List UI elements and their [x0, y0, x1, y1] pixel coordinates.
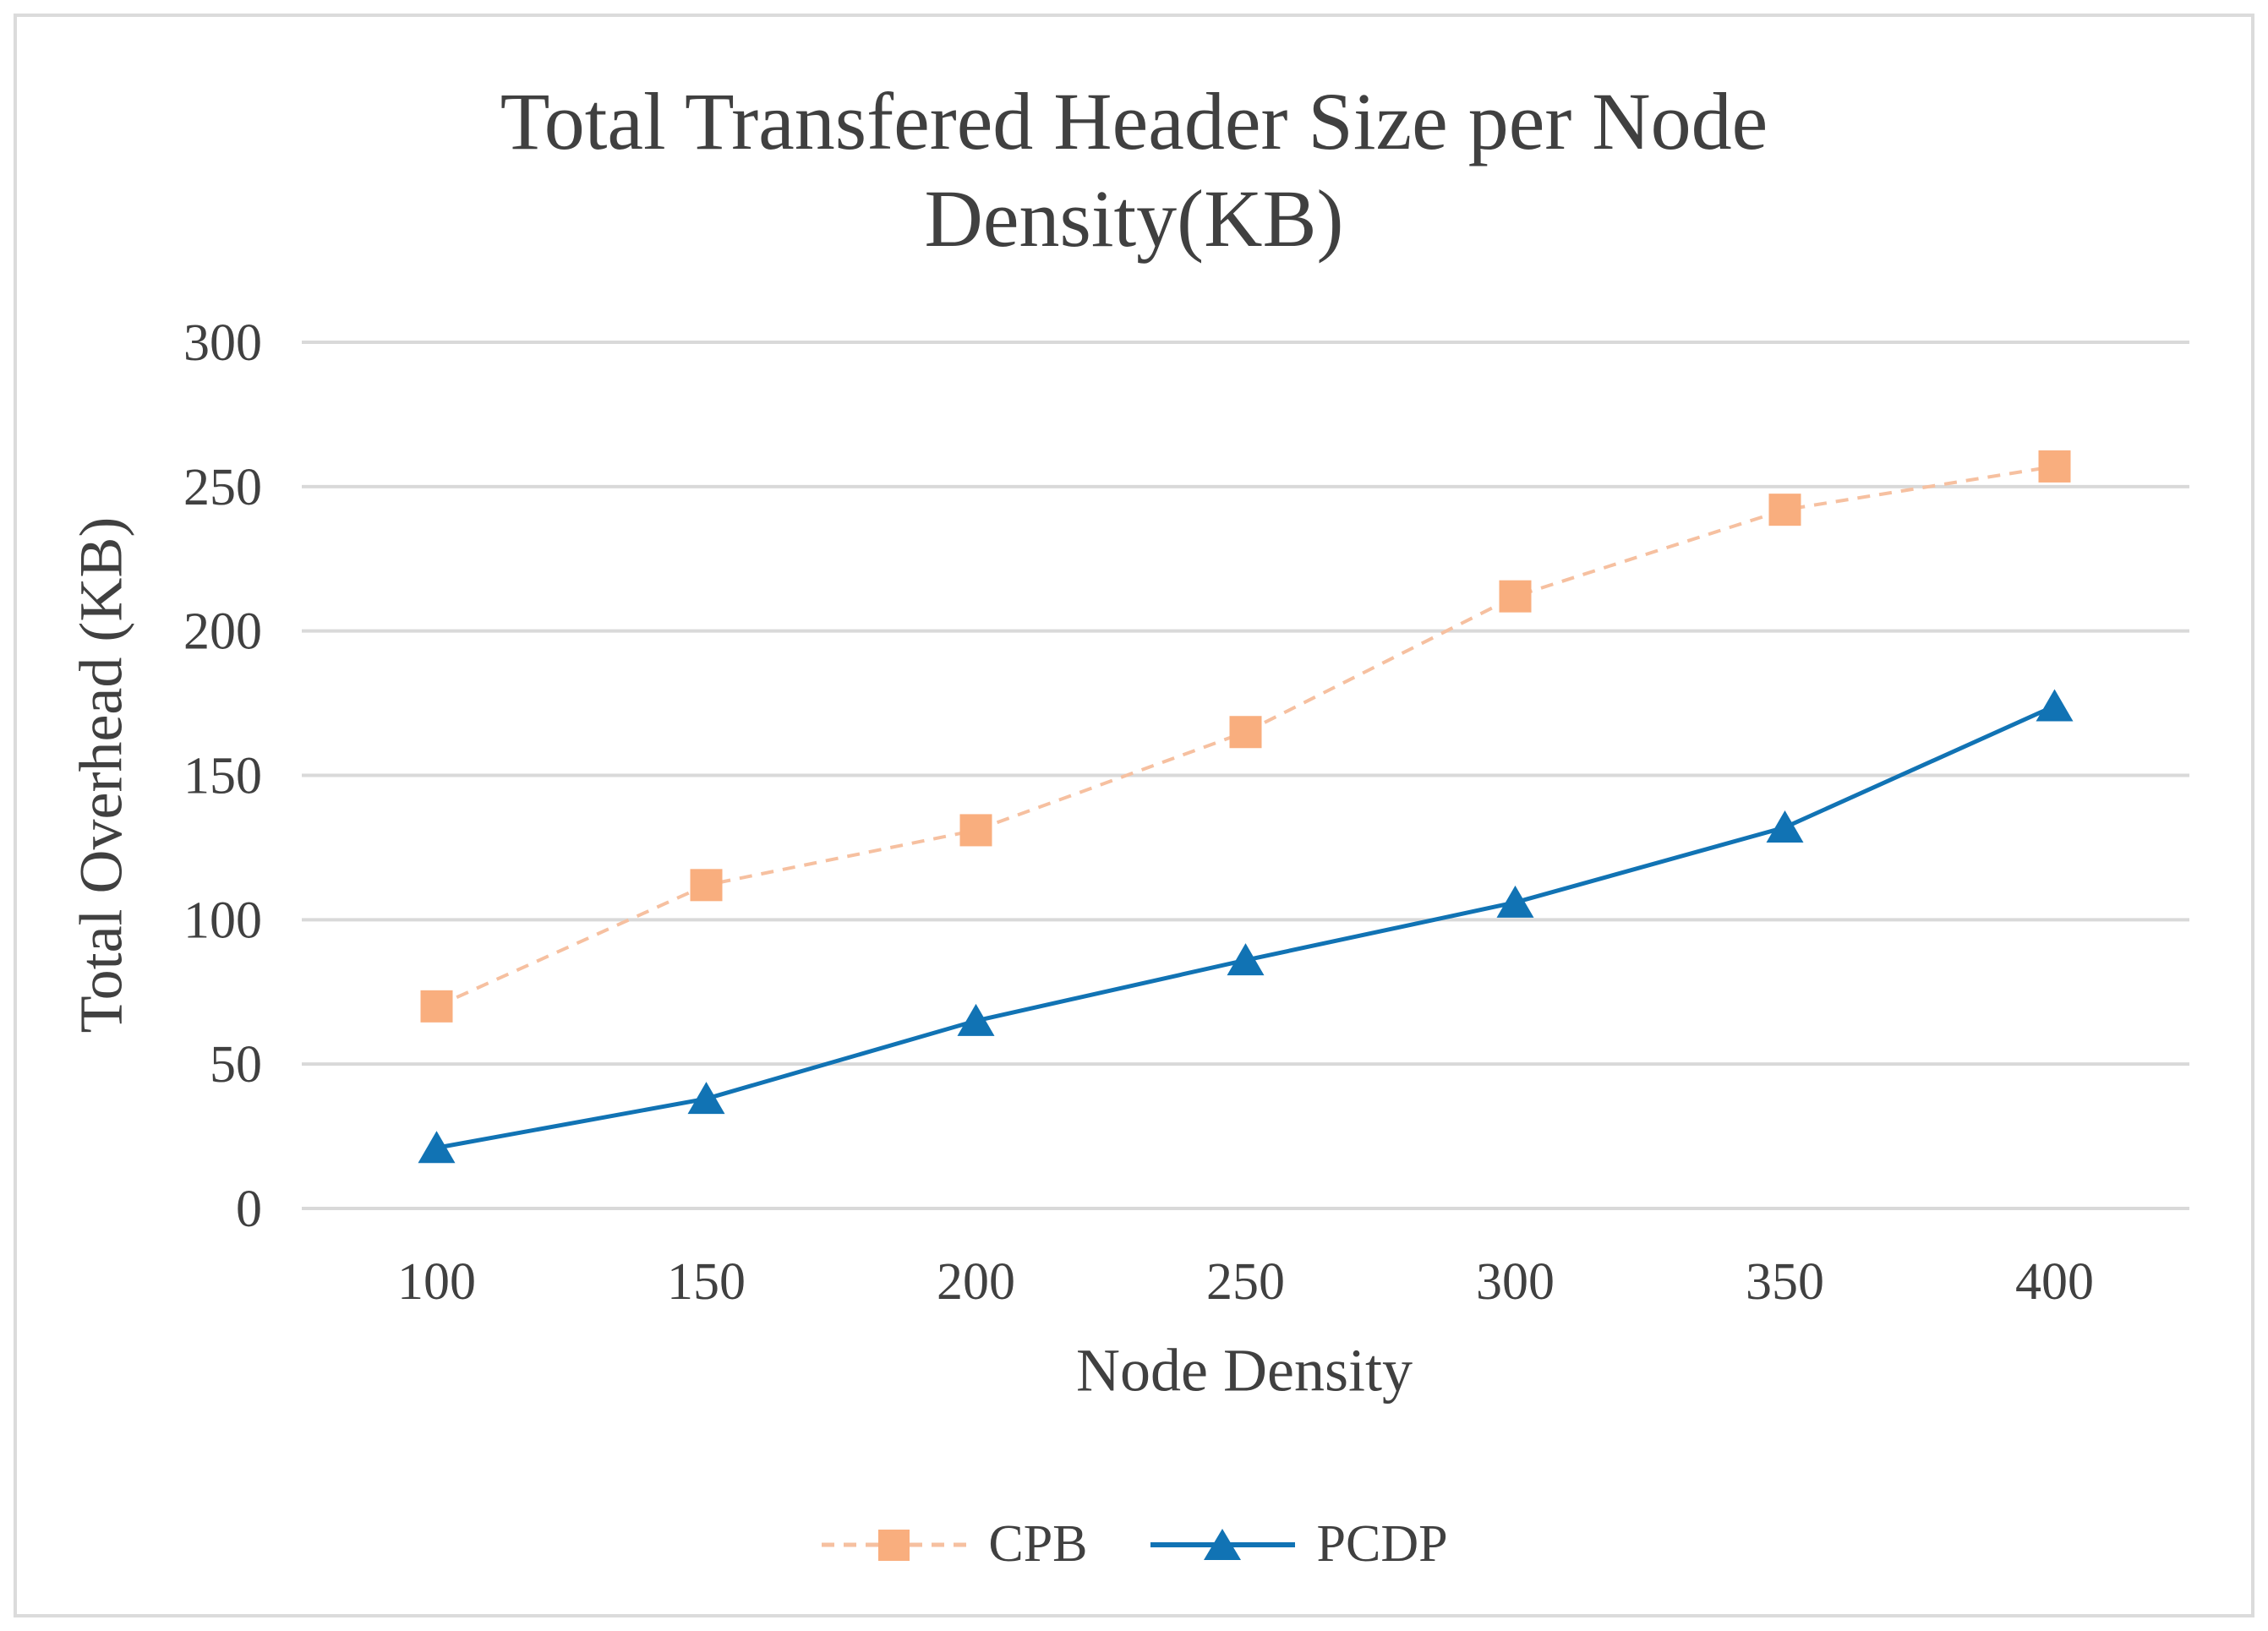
y-tick-label: 0 [236, 1181, 262, 1238]
pcdp-marker [1766, 810, 1804, 843]
pcdp-legend-swatch [1150, 1528, 1295, 1560]
cpb-legend-marker [878, 1529, 910, 1561]
legend-item-cpb: CPB [820, 1514, 1088, 1574]
cpb-marker [1768, 494, 1801, 526]
pcdp-line [436, 704, 2056, 1150]
y-tick-label: 50 [210, 1036, 262, 1094]
legend-item-pcdp: PCDP [1149, 1514, 1448, 1574]
x-tick-label: 350 [1746, 1253, 1824, 1311]
x-tick-label: 250 [1206, 1253, 1285, 1311]
y-tick-label: 200 [183, 603, 262, 661]
cpb-marker [1499, 580, 1532, 613]
x-axis-title: Node Density [1076, 1336, 1413, 1405]
cpb-legend-label: CPB [988, 1515, 1088, 1573]
cpb-marker [959, 814, 992, 847]
legend: CPB PCDP [0, 1514, 2268, 1574]
cpb-marker [2038, 450, 2071, 483]
y-axis-title: Total Overhead (KB) [67, 516, 135, 1034]
pcdp-marker [1496, 885, 1534, 918]
x-tick-label: 100 [397, 1253, 476, 1311]
y-tick-label: 150 [183, 748, 262, 805]
y-tick-label: 100 [183, 892, 262, 949]
chart-title-line-1: Total Transfered Header Size per Node [500, 76, 1768, 166]
pcdp-marker [2036, 689, 2074, 722]
y-tick-label: 250 [183, 459, 262, 516]
cpb-legend-swatch [822, 1529, 967, 1561]
x-tick-label: 300 [1476, 1253, 1555, 1311]
pcdp-marker [1227, 943, 1265, 976]
y-tick-label: 300 [183, 314, 262, 372]
chart-title-line-2: Density(KB) [924, 173, 1344, 265]
pcdp-marker [957, 1003, 995, 1036]
x-tick-label: 400 [2015, 1253, 2094, 1311]
pcdp-marker [418, 1131, 456, 1164]
pcdp-legend-label: PCDP [1316, 1515, 1448, 1573]
pcdp-legend-marker [1203, 1528, 1241, 1560]
x-tick-label: 200 [937, 1253, 1015, 1311]
cpb-marker [1229, 716, 1262, 749]
cpb-marker [690, 869, 723, 902]
pcdp-marker [687, 1082, 725, 1115]
chart-title: Total Transfered Header Size per Node De… [0, 73, 2268, 267]
x-tick-label: 150 [667, 1253, 746, 1311]
cpb-marker [420, 990, 453, 1023]
